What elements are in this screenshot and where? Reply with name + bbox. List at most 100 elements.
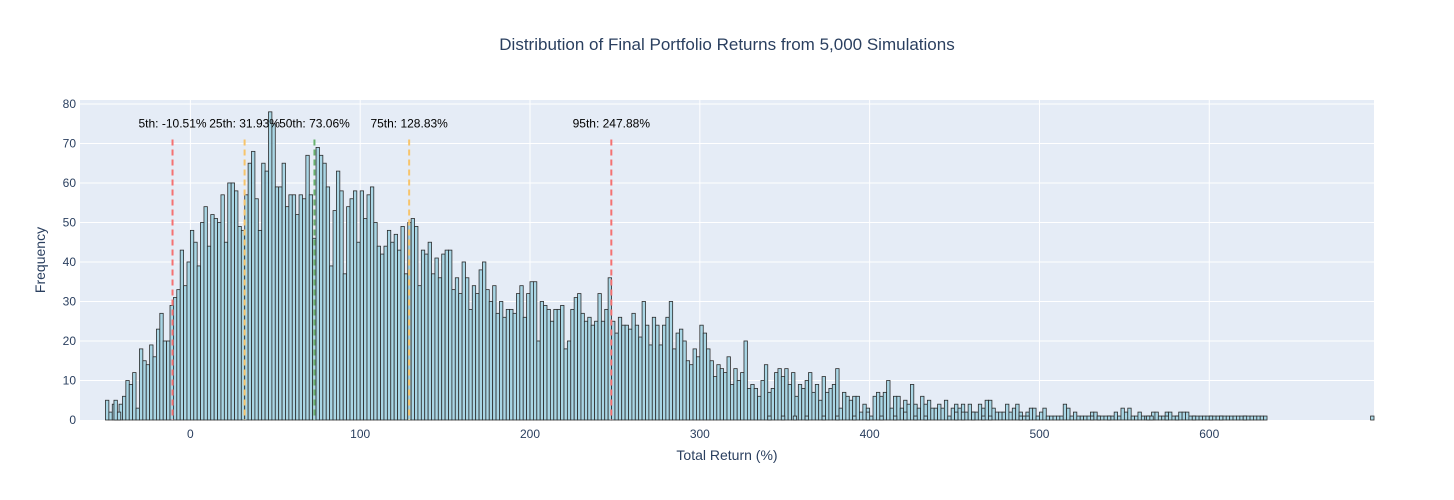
histogram-bar — [899, 407, 905, 421]
histogram-bar — [1168, 411, 1173, 421]
y-tick-label: 10 — [63, 373, 77, 387]
histogram-bar — [852, 415, 857, 421]
histogram-bar — [577, 293, 582, 421]
histogram-bar — [723, 372, 728, 421]
histogram-bar — [1157, 415, 1163, 421]
histogram-bar — [692, 348, 697, 421]
histogram-bar — [203, 206, 208, 421]
histogram-bar — [244, 194, 249, 421]
histogram-bar — [977, 403, 983, 421]
histogram-bar — [702, 332, 708, 421]
histogram-bar — [998, 411, 1003, 421]
histogram-bar — [699, 324, 704, 421]
histogram-bar — [1370, 415, 1375, 421]
histogram-bar — [278, 186, 283, 421]
histogram-bar — [1066, 407, 1071, 421]
histogram-bar — [172, 297, 178, 421]
histogram-bar — [984, 399, 989, 421]
histogram-bar — [631, 312, 636, 421]
histogram-bar — [583, 320, 589, 421]
histogram-bar — [1253, 415, 1258, 421]
histogram-bar — [913, 415, 918, 421]
histogram-bar — [1059, 415, 1064, 421]
x-axis-title: Total Return (%) — [676, 447, 777, 463]
histogram-bar — [556, 308, 561, 421]
histogram-bar — [132, 372, 137, 421]
histogram-bar — [363, 218, 368, 421]
histogram-bar — [685, 360, 691, 421]
histogram-bar — [516, 293, 521, 421]
histogram-bar — [560, 305, 565, 421]
histogram-bar — [1188, 415, 1193, 421]
histogram-bar — [777, 368, 782, 421]
histogram-bar — [682, 340, 687, 421]
histogram-bar — [719, 368, 725, 421]
histogram-bar — [116, 411, 122, 421]
histogram-bar — [166, 340, 171, 421]
histogram-bar — [716, 364, 721, 421]
histogram-bar — [811, 391, 816, 421]
histogram-bar — [176, 289, 181, 421]
histogram-bar — [835, 368, 840, 421]
histogram-bar — [859, 411, 864, 421]
histogram-bar — [1042, 407, 1047, 421]
histogram-bar — [740, 372, 745, 421]
histogram-bar — [353, 190, 358, 421]
histogram-bar — [624, 324, 629, 421]
histogram-bar — [658, 344, 663, 421]
histogram-bar — [1096, 415, 1101, 421]
histogram-bar — [1205, 415, 1210, 421]
histogram-bar — [482, 261, 487, 421]
histogram-bar — [1198, 415, 1203, 421]
histogram-bar — [522, 316, 528, 421]
histogram-bar — [1202, 415, 1207, 421]
histogram-bar — [943, 399, 949, 421]
histogram-bar — [271, 123, 276, 421]
histogram-bar — [753, 387, 758, 421]
histogram-bar — [713, 376, 718, 421]
histogram-bar — [1127, 407, 1132, 421]
histogram-bar — [594, 320, 599, 421]
histogram-bar — [397, 249, 402, 421]
histogram-bar — [1045, 415, 1051, 421]
histogram-bar — [1161, 415, 1166, 421]
percentile-label: 25th: 31.93% — [209, 117, 280, 131]
histogram-bar — [787, 384, 792, 421]
histogram-bar — [1229, 415, 1234, 421]
histogram-bar — [431, 273, 436, 421]
histogram-bar — [393, 233, 398, 421]
histogram-bar — [981, 415, 986, 421]
histogram-bar — [492, 285, 497, 421]
histogram-bar — [145, 364, 151, 421]
histogram-bar — [1185, 411, 1190, 421]
histogram-bar — [1106, 415, 1112, 421]
histogram-bar — [434, 257, 439, 421]
histogram-bar — [196, 265, 201, 421]
histogram-bar — [1083, 415, 1088, 421]
histogram-bar — [390, 241, 395, 421]
histogram-bar — [903, 411, 908, 421]
percentile-label: 5th: -10.51% — [139, 117, 207, 131]
x-tick-label: 400 — [860, 427, 880, 441]
histogram-bar — [1113, 411, 1118, 421]
histogram-bar — [458, 293, 463, 421]
histogram-bar — [991, 407, 996, 421]
histogram-bar — [1195, 415, 1200, 421]
histogram-bar — [604, 308, 609, 421]
histogram-bar — [342, 273, 348, 421]
y-tick-label: 20 — [63, 334, 77, 348]
histogram-bar — [471, 285, 477, 421]
histogram-bar — [733, 368, 738, 421]
histogram-bar — [617, 316, 623, 421]
histogram-bar — [536, 340, 541, 421]
histogram-bar — [319, 154, 324, 421]
histogram-bar — [566, 340, 572, 421]
histogram-bar — [502, 316, 507, 421]
histogram-bar — [465, 277, 470, 421]
histogram-bars — [105, 111, 1375, 421]
histogram-bar — [814, 384, 820, 421]
histogram-bar — [886, 380, 891, 421]
histogram-bar — [872, 395, 877, 421]
histogram-bar — [156, 328, 161, 421]
histogram-bar — [780, 415, 786, 421]
